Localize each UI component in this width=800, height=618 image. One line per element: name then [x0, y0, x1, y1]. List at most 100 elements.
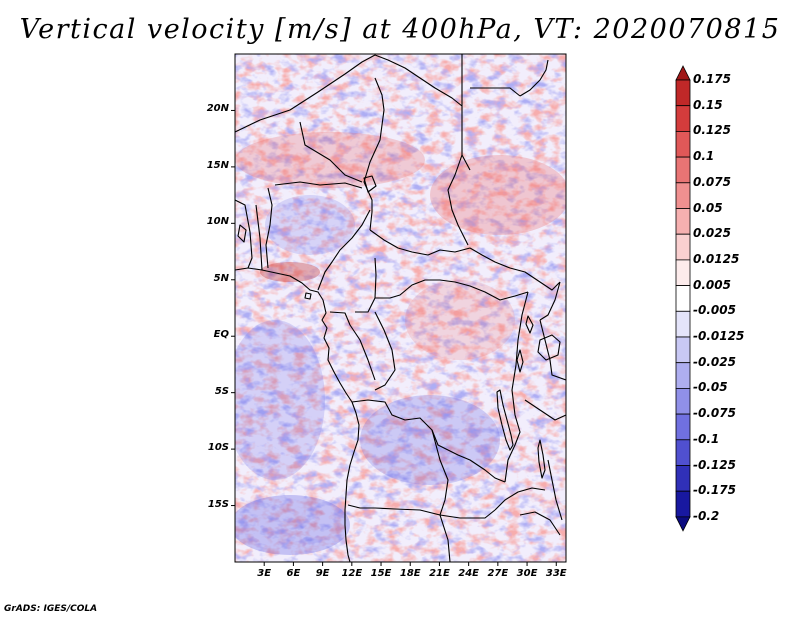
map-title: Vertical velocity [m/s] at 400hPa, VT: 2… [19, 14, 781, 45]
country-borders [235, 54, 566, 562]
colorbar-segment [675, 362, 691, 389]
colorbar-segment [675, 439, 691, 466]
colorbar-label: -0.025 [693, 354, 736, 369]
congo-subsidence [265, 195, 355, 255]
colorbar-segment [675, 285, 691, 312]
lon-label: 24E [458, 568, 480, 579]
nigeria-cameroon-border [317, 209, 371, 291]
drc-east-border [504, 291, 529, 483]
colorbar-label: -0.05 [693, 380, 728, 395]
lake-chad [363, 175, 377, 193]
niger-libya-border [374, 54, 463, 107]
colorbar-segment [675, 259, 691, 286]
lat-label: 20N [206, 103, 229, 115]
colorbar-label: -0.075 [693, 406, 736, 421]
colorbar-label: 0.1 [693, 149, 715, 164]
mali-niger-border [299, 121, 363, 183]
colorbar-segment [675, 208, 691, 235]
colorbar-label: 0.125 [693, 123, 731, 138]
car-drc-border [375, 279, 529, 301]
colorbar-label: 0.175 [693, 72, 731, 86]
map-panel [235, 54, 566, 562]
colorbar-label: 0.025 [693, 226, 731, 241]
lat-label: EQ [213, 329, 229, 341]
lon-label: 3E [257, 568, 272, 579]
lon-label: 9E [315, 568, 330, 579]
nigeria-north-border [274, 181, 363, 189]
colorbar-segment [675, 233, 691, 261]
colorbar-segment [675, 79, 691, 107]
lat-label: 15N [206, 159, 229, 171]
lon-label: 27E [487, 568, 509, 579]
lon-tick-marks [263, 562, 557, 566]
gulf-of-guinea-ascent [260, 262, 320, 282]
colorbar-segment [675, 413, 691, 441]
atlantic-subsidence [235, 320, 325, 480]
colorbar-segment [675, 105, 691, 132]
lake-kivu [516, 349, 524, 373]
lat-label: 15S [207, 498, 229, 510]
lat-tick-marks [231, 109, 235, 507]
colorbar-segment [675, 156, 691, 184]
uganda-kenya-border [539, 319, 566, 381]
lat-label: 5S [214, 385, 229, 397]
lon-label: 6E [286, 568, 301, 579]
colorbar-label: -0.175 [693, 483, 736, 498]
mozambique-border [547, 459, 563, 521]
colorbar-label: -0.005 [693, 303, 736, 318]
red-sea-coast [519, 59, 549, 97]
lon-label: 30E [516, 568, 538, 579]
zimbabwe-border [519, 511, 561, 536]
chad-western-border [363, 77, 385, 231]
egypt-sudan-border [461, 54, 471, 171]
south-sudan-east-border [539, 281, 561, 321]
chad-car-border [369, 229, 471, 256]
bioko-island [304, 292, 312, 300]
east-africa-ascent [405, 280, 515, 360]
colorbar-label: 0.075 [693, 174, 731, 189]
colorbar-label: 0.0125 [693, 251, 740, 266]
colorbar-label: 0.15 [693, 97, 723, 112]
togo-border [255, 204, 263, 271]
lon-label: 21E [429, 568, 450, 579]
angola-zambia-border [431, 429, 496, 519]
namibia-botswana-border [439, 514, 451, 562]
lat-label: 10S [207, 442, 229, 454]
lake-albert [525, 315, 534, 334]
congo-gabon-border [329, 311, 376, 381]
egypt-north-border [470, 87, 521, 97]
lat-label: 10N [206, 216, 229, 228]
map-border [234, 53, 567, 563]
lake-malawi [537, 439, 546, 479]
vertical-velocity-field [235, 54, 566, 562]
west-africa-coastline [235, 267, 360, 562]
angola-subsidence [360, 395, 500, 485]
algeria-mali-border [235, 54, 376, 133]
lon-label: 33E [545, 568, 567, 579]
lake-volta [237, 224, 247, 243]
regional-anomalies [235, 132, 566, 555]
congo-drc-river-border [374, 311, 396, 391]
colorbar-label: -0.0125 [693, 329, 745, 343]
colorbar-segment [675, 310, 691, 338]
lon-label: 18E [399, 568, 421, 579]
lake-tanganyika [496, 389, 514, 451]
zambia-zimbabwe-border [494, 487, 546, 511]
colorbar-segment [675, 182, 691, 209]
ghana-borders [235, 199, 253, 269]
colorbar-segment [675, 465, 691, 492]
colorbar-label: -0.2 [693, 508, 720, 523]
tanzania-border [524, 399, 566, 421]
colorbar-label: 0.005 [693, 277, 731, 292]
lake-victoria [537, 334, 561, 361]
sudan-south-sudan-border [469, 247, 561, 291]
cameroon-car-border [355, 257, 377, 313]
colorbar-segment [675, 387, 691, 415]
sudan-ascent-region [430, 155, 566, 235]
lat-label: 5N [213, 272, 229, 284]
drc-angola-border [351, 399, 506, 483]
colorbar-label: 0.05 [693, 200, 723, 215]
colorbar-segment [675, 490, 691, 518]
colorbar-label: -0.125 [693, 457, 736, 472]
